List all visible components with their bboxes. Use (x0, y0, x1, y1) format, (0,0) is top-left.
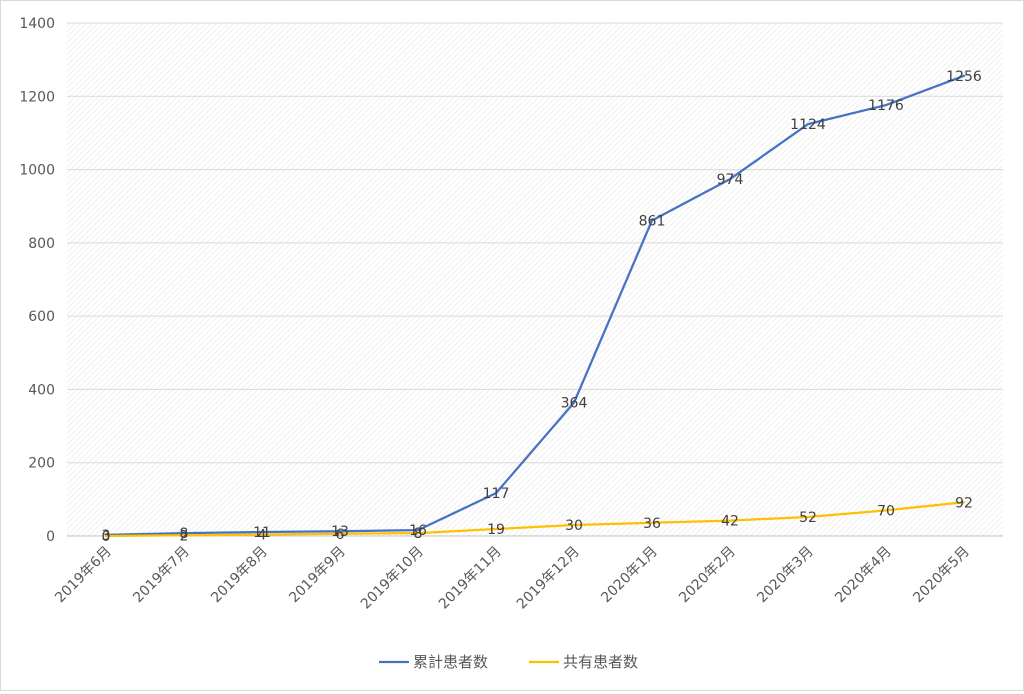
series-lines (104, 74, 966, 538)
x-tick-label: 2020年4月 (832, 544, 895, 607)
x-tick-label: 2020年2月 (676, 544, 739, 607)
y-tick-label: 400 (28, 382, 55, 398)
data-label: 4 (258, 528, 267, 544)
data-label: 36 (643, 516, 661, 532)
data-label: 13 (331, 524, 349, 540)
data-label: 30 (565, 518, 583, 534)
plot-area (67, 23, 1003, 536)
x-tick-label: 2020年3月 (754, 544, 817, 607)
data-label: 1176 (868, 98, 904, 114)
legend-label: 累計患者数 (413, 653, 488, 671)
gridlines (67, 22, 1003, 537)
x-tick-label: 2019年8月 (208, 544, 271, 607)
x-tick-label: 2020年5月 (910, 544, 973, 607)
data-label: 2 (180, 528, 189, 544)
data-label: 861 (639, 214, 666, 230)
legend-label: 共有患者数 (563, 653, 638, 671)
data-label: 52 (799, 510, 817, 526)
data-label: 19 (487, 522, 505, 538)
data-label: 0 (102, 529, 111, 545)
y-tick-label: 200 (28, 456, 55, 472)
x-tick-label: 2020年1月 (598, 544, 661, 607)
data-label: 16 (409, 523, 427, 539)
x-tick-label: 2019年7月 (130, 544, 193, 607)
y-tick-label: 800 (28, 236, 55, 252)
series-line (104, 74, 966, 537)
y-axis: 0 200 400 600 800 1000 1200 1400 (19, 16, 55, 545)
y-tick-label: 1400 (19, 16, 55, 32)
x-tick-label: 2019年9月 (286, 544, 349, 607)
data-label: 11 (253, 525, 271, 541)
data-label: 6 (336, 527, 345, 543)
x-axis: 2019年6月 2019年7月 2019年8月 2019年9月 2019年10月 2019… (52, 535, 1003, 613)
x-tick-label: 2019年10月 (358, 544, 427, 613)
data-label: 3 (102, 528, 111, 544)
data-label: 70 (877, 503, 895, 519)
y-tick-label: 1000 (19, 163, 55, 179)
y-tick-label: 1200 (19, 89, 55, 105)
data-label: 364 (561, 396, 588, 412)
data-label: 8 (414, 526, 423, 542)
data-label: 92 (955, 495, 973, 511)
data-label: 974 (717, 172, 744, 188)
data-label: 1124 (790, 117, 826, 133)
data-labels: 3 8 11 13 16 117 364 861 974 1124 1176 1256 0 2 4 6 8 19 3… (102, 69, 982, 545)
y-tick-label: 600 (28, 309, 55, 325)
series-line (104, 501, 966, 538)
x-tick-label: 2019年12月 (514, 544, 583, 613)
data-label: 42 (721, 514, 739, 530)
y-tick-label: 0 (46, 529, 55, 545)
x-tick-label: 2019年6月 (52, 544, 115, 607)
data-label: 117 (483, 486, 510, 502)
data-label: 1256 (946, 69, 982, 85)
x-tick-label: 2019年11月 (436, 544, 505, 613)
legend: 累計患者数 共有患者数 (379, 653, 638, 671)
data-label: 8 (180, 526, 189, 542)
